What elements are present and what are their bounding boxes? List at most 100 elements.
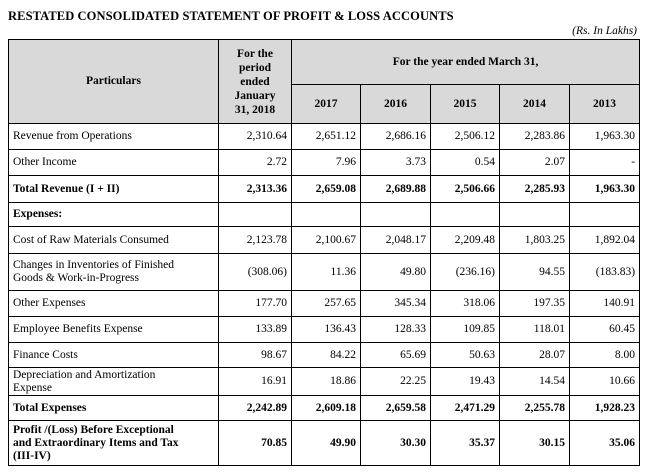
value-cell: 30.15 [499,420,570,466]
profit-loss-table: Particulars For the period ended January 31,… [8,39,641,466]
value-cell: (308.06) [218,253,292,291]
row-label: Finance Costs [8,342,219,368]
particulars-header: Particulars [8,39,219,124]
row-label: Other Income [8,149,219,176]
value-cell: 84.22 [291,342,361,368]
value-cell: - [568,149,641,176]
value-cell: 18.86 [291,367,361,396]
value-cell: 94.55 [499,253,570,291]
value-cell [430,202,500,227]
value-cell: 30.30 [360,420,431,466]
value-cell [291,202,361,227]
value-cell: 133.89 [218,316,292,343]
value-cell: 2,659.58 [360,395,431,421]
row-label-line: Total Expenses [13,401,87,414]
value-cell: 2,651.12 [291,123,361,150]
row-label: Employee Benefits Expense [8,316,219,343]
value-cell: 2,689.88 [360,175,431,203]
value-cell [218,202,292,227]
value-cell: 2,609.18 [291,395,361,421]
row-label: Other Expenses [8,290,219,317]
row-label-line: Total Revenue (I + II) [13,182,120,195]
value-cell: 65.69 [360,342,431,368]
period-header-line: 31, 2018 [234,103,276,116]
value-cell: 19.43 [430,367,500,396]
value-cell: 1,892.04 [568,226,641,254]
value-cell: 2,506.12 [430,123,500,150]
value-cell: 10.66 [568,367,641,396]
value-cell: 2,686.16 [360,123,431,150]
value-cell: 35.06 [568,420,641,466]
value-cell: 2,100.67 [291,226,361,254]
table-row: Total Revenue (I + II) 2,313.36 2,659.08 2,… [8,175,641,203]
value-cell: 345.34 [360,290,431,317]
row-label-line: Goods & Work-in-Progress [13,272,139,284]
table-row: Expenses: [8,202,641,227]
table-row: Revenue from Operations 2,310.64 2,651.12 2… [8,123,641,150]
value-cell: 8.00 [568,342,641,368]
value-cell: 50.63 [430,342,500,368]
row-label: Total Revenue (I + II) [8,175,219,203]
value-cell: 128.33 [360,316,431,343]
table-row: Finance Costs 98.67 84.22 65.69 50.63 28.07 8.… [8,342,641,368]
table-row: Employee Benefits Expense 133.89 136.43 128… [8,316,641,343]
table-row: Changes in Inventories of Finished Goods … [8,253,641,291]
value-cell: 14.54 [499,367,570,396]
period-header-line: For the [237,47,273,60]
row-label-line: (III-IV) [13,449,51,462]
statement-title: RESTATED CONSOLIDATED STATEMENT OF PROFI… [8,9,454,23]
value-cell: 7.96 [291,149,361,176]
value-cell [568,202,641,227]
row-label-line: Profit /(Loss) Before Exceptional [13,423,174,436]
value-cell: 0.54 [430,149,500,176]
value-cell [499,202,570,227]
value-cell: 318.06 [430,290,500,317]
period-header-line: period [239,61,271,74]
value-cell: 1,963.30 [568,175,641,203]
value-cell: (236.16) [430,253,500,291]
value-cell: 11.36 [291,253,361,291]
value-cell: (183.83) [568,253,641,291]
row-label-line: Revenue from Operations [13,130,132,142]
year-group-header: For the year ended March 31, [290,39,641,85]
year-header-2016: 2016 [360,84,431,124]
value-cell: 35.37 [430,420,500,466]
row-label-line: Finance Costs [13,348,78,361]
value-cell: 2,255.78 [499,395,570,421]
table-row: Depreciation and Amortization Expense 16.9… [8,367,641,396]
year-header-2015: 2015 [430,84,500,124]
value-cell: 2,471.29 [430,395,500,421]
value-cell: 2,659.08 [291,175,361,203]
value-cell: 16.91 [218,367,292,396]
value-cell: 140.91 [568,290,641,317]
row-label: Depreciation and Amortization Expense [8,367,219,396]
value-cell: 2,313.36 [218,175,292,203]
value-cell: 2.07 [499,149,570,176]
period-header: For the period ended January 31, 2018 [218,39,292,124]
table-row: Total Expenses 2,242.89 2,609.18 2,659.58 2,… [8,395,641,421]
period-header-line: January [234,89,276,102]
value-cell: 60.45 [568,316,641,343]
table-row: Other Income 2.72 7.96 3.73 0.54 2.07- [8,149,641,176]
value-cell: 2,283.86 [499,123,570,150]
value-cell: 2,285.93 [499,175,570,203]
value-cell: 2,209.48 [430,226,500,254]
row-label: Revenue from Operations [8,123,219,150]
value-cell: 109.85 [430,316,500,343]
row-label: Expenses: [8,202,219,227]
value-cell: 136.43 [291,316,361,343]
value-cell: 28.07 [499,342,570,368]
row-label-line: Depreciation and Amortization [13,368,156,381]
unit-note: (Rs. In Lakhs) [572,25,637,37]
row-label-line: Changes in Inventories of Finished [13,259,174,271]
value-cell: 1,928.23 [568,395,641,421]
year-header-2017: 2017 [291,84,361,124]
value-cell: 2.72 [218,149,292,176]
row-label-line: Cost of Raw Materials Consumed [13,233,169,246]
row-label-line: and Extraordinary Items and Tax [13,436,179,449]
value-cell: 2,506.66 [430,175,500,203]
value-cell: 70.85 [218,420,292,466]
row-label-line: Other Income [13,156,77,168]
value-cell [360,202,431,227]
value-cell: 1,963.30 [568,123,641,150]
